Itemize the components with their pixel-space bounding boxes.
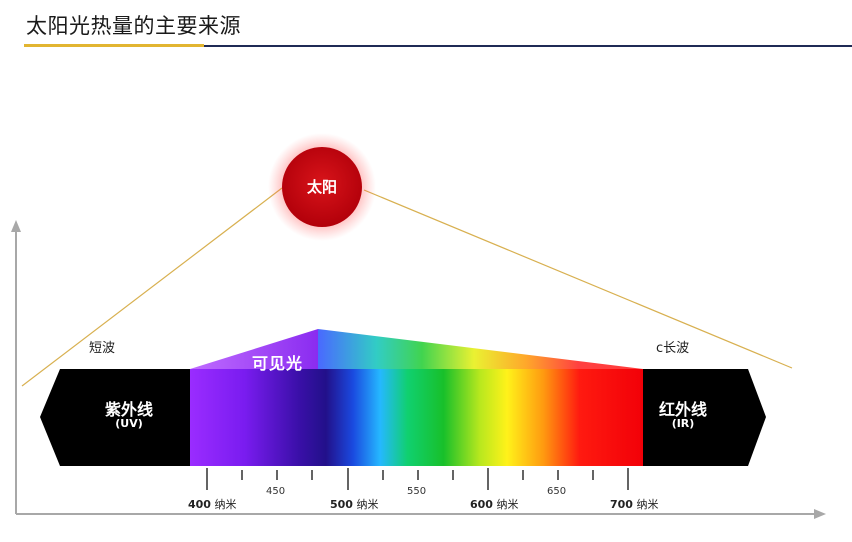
wavelength-ticks xyxy=(206,468,629,490)
x-axis-arrow-icon xyxy=(814,509,826,519)
visible-fan-left xyxy=(190,329,318,369)
y-axis-arrow-icon xyxy=(11,220,21,232)
visible-spectrum-band xyxy=(190,369,643,466)
sun-icon xyxy=(282,147,362,227)
sun-label: 太阳 xyxy=(306,178,337,196)
ir-name-label: 红外线 xyxy=(658,400,707,419)
long-wave-label: c长波 xyxy=(656,341,690,356)
tick-label-450: 450 xyxy=(266,486,286,497)
uv-name-label: 紫外线 xyxy=(104,400,153,419)
uv-abbr-label: (UV) xyxy=(115,417,143,430)
tick-label-400: 400 纳米 xyxy=(188,498,237,511)
sun-ray-left xyxy=(21,187,283,387)
tick-label-650: 650 xyxy=(547,486,567,497)
uv-block xyxy=(40,369,190,466)
axes xyxy=(11,220,826,519)
tick-label-500: 500 纳米 xyxy=(330,498,379,511)
tick-label-700: 700 纳米 xyxy=(610,498,659,511)
tick-label-600: 600 纳米 xyxy=(470,498,519,511)
tick-label-550: 550 xyxy=(407,486,427,497)
sun-ray-right xyxy=(363,189,793,369)
ir-block xyxy=(643,369,766,466)
visible-fan-right xyxy=(318,329,643,369)
visible-light-label: 可见光 xyxy=(252,354,304,373)
title-underline-navy xyxy=(204,45,852,47)
slide-title: 太阳光热量的主要来源 xyxy=(26,14,241,38)
ir-abbr-label: (IR) xyxy=(671,417,695,430)
short-wave-label: 短波 xyxy=(89,341,116,356)
title-underline-gold xyxy=(24,44,204,47)
